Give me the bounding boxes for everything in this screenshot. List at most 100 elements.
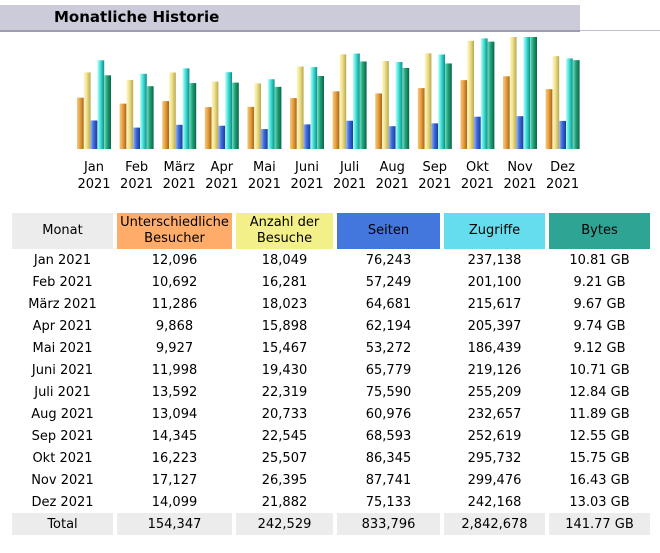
pages-bar (431, 123, 439, 149)
value-cell: 252,619 (467, 428, 522, 444)
month-cell: Dez 2021 (31, 494, 94, 510)
x-tick-year-label: 2021 (77, 177, 110, 192)
value-cell: 237,138 (467, 252, 522, 268)
hits-bar (566, 58, 573, 150)
hits-bar (97, 60, 105, 149)
x-tick-month-label: Juni (294, 160, 319, 175)
visits-bar (552, 56, 560, 149)
month-cell: Okt 2021 (32, 450, 93, 466)
x-tick-month-label: Sep (423, 160, 448, 175)
table-row: Juni 2021 11,998 19,430 65,779 219,126 10.71 … (12, 359, 650, 381)
value-cell: 12.55 GB (569, 428, 630, 444)
x-tick-year-label: 2021 (418, 177, 451, 192)
table-row: Nov 2021 17,127 26,395 87,741 299,476 16.43 G… (12, 469, 650, 491)
pages-bar (303, 124, 311, 149)
x-tick-month-label: Dez (550, 160, 575, 175)
visits-bar (254, 83, 261, 149)
visitors-bar (332, 91, 340, 149)
value-cell: 9,927 (155, 340, 194, 356)
pages-bar (90, 120, 98, 149)
visits-bar (83, 72, 91, 149)
value-cell: 16,281 (261, 274, 308, 290)
table-row: Sep 2021 14,345 22,545 68,593 252,619 12.55 G… (12, 425, 650, 447)
pages-bar (218, 125, 226, 149)
visitors-bar (460, 80, 468, 149)
bytes-bar (487, 41, 495, 149)
x-tick-month-label: März (164, 160, 196, 175)
value-cell: 13.03 GB (569, 494, 630, 510)
x-tick-year-label: 2021 (546, 177, 579, 192)
x-tick-year-label: 2021 (333, 177, 366, 192)
visits-bar (169, 72, 176, 149)
value-cell: 75,590 (365, 384, 412, 400)
month-cell: Jan 2021 (33, 252, 92, 268)
x-tick-year-label: 2021 (290, 177, 323, 192)
value-cell: 16,223 (151, 450, 198, 466)
value-cell: 65,779 (365, 362, 412, 378)
visitors-bar (417, 88, 425, 149)
table-row: Feb 2021 10,692 16,281 57,249 201,100 9.21 GB (12, 271, 650, 293)
pages-bar (388, 126, 396, 149)
value-cell: 11,286 (151, 296, 198, 312)
value-cell: 9.21 GB (573, 274, 626, 290)
total-cell: 154,347 (117, 513, 232, 535)
visits-bar (509, 37, 517, 149)
hits-bar (310, 67, 318, 149)
value-cell: 60,976 (365, 406, 412, 422)
value-cell: 232,657 (467, 406, 522, 422)
value-cell: 215,617 (467, 296, 522, 312)
hits-bar (182, 68, 190, 149)
visits-bar (126, 79, 134, 149)
value-cell: 76,243 (365, 252, 412, 268)
total-cell: 242,529 (236, 513, 333, 535)
bytes-bar (232, 82, 239, 149)
value-cell: 16.43 GB (569, 472, 630, 488)
col-header-pages: Seiten (337, 213, 440, 249)
x-tick-year-label: 2021 (205, 177, 238, 192)
table-row: Jan 2021 12,096 18,049 76,243 237,138 10.81 G… (12, 249, 650, 271)
bytes-bar (274, 86, 282, 149)
value-cell: 186,439 (467, 340, 522, 356)
section-title: Monatliche Historie (54, 8, 220, 26)
visitors-bar (290, 98, 297, 149)
month-cell: Apr 2021 (32, 318, 93, 334)
x-tick-year-label: 2021 (163, 177, 196, 192)
visits-bar (296, 66, 304, 149)
visitors-bar (545, 89, 553, 149)
value-cell: 9.67 GB (573, 296, 626, 312)
value-cell: 201,100 (467, 274, 522, 290)
value-cell: 11,998 (151, 362, 198, 378)
pages-bar (516, 116, 524, 149)
visits-bar (424, 53, 432, 149)
total-cell: 2,842,678 (444, 513, 545, 535)
value-cell: 22,545 (261, 428, 308, 444)
table-row: März 2021 11,286 18,023 64,681 215,617 9.67 G… (12, 293, 650, 315)
value-cell: 68,593 (365, 428, 412, 444)
x-tick-year-label: 2021 (120, 177, 153, 192)
visitors-bar (247, 106, 255, 149)
value-cell: 219,126 (467, 362, 522, 378)
value-cell: 75,133 (365, 494, 412, 510)
pages-bar (474, 116, 481, 149)
value-cell: 14,345 (151, 428, 198, 444)
value-cell: 205,397 (467, 318, 522, 334)
monthly-history-chart: Jan 2021 Feb 2021 März 2021 Apr 2021 Mai 2021 Juni… (77, 37, 580, 192)
x-tick-year-label: 2021 (461, 177, 494, 192)
total-cell: 141.77 GB (549, 513, 650, 535)
value-cell: 22,319 (261, 384, 308, 400)
value-cell: 17,127 (151, 472, 198, 488)
x-tick-year-label: 2021 (503, 177, 536, 192)
hits-bar (267, 79, 275, 149)
value-cell: 15.75 GB (569, 450, 630, 466)
month-cell: Juni 2021 (31, 362, 94, 378)
visitors-bar (204, 107, 212, 149)
x-tick-year-label: 2021 (248, 177, 281, 192)
col-header-month: Monat (12, 213, 113, 249)
total-cell: 833,796 (337, 513, 440, 535)
month-cell: März 2021 (28, 296, 97, 312)
pages-bar (133, 127, 140, 149)
table-row: Juli 2021 13,592 22,319 75,590 255,209 12.84 … (12, 381, 650, 403)
value-cell: 19,430 (261, 362, 308, 378)
value-cell: 9.12 GB (573, 340, 626, 356)
value-cell: 53,272 (365, 340, 412, 356)
